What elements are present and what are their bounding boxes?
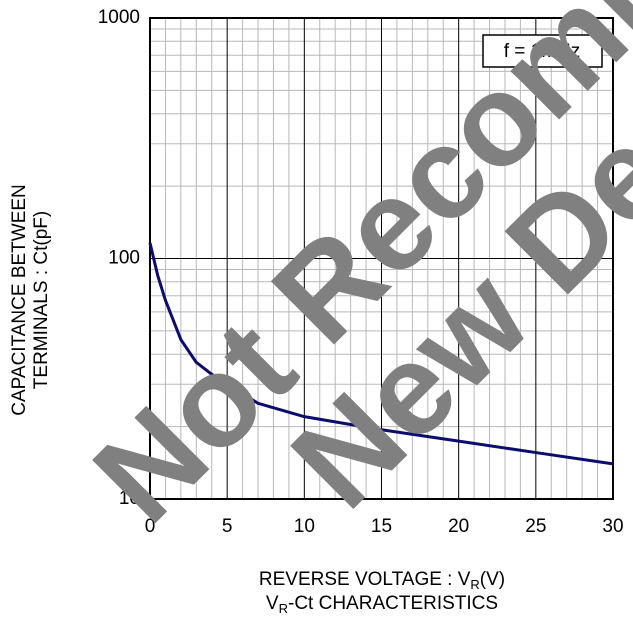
- x-axis-label-part: (V): [480, 569, 505, 590]
- y-tick-label: 10: [119, 488, 140, 509]
- chart-title: VR-Ct CHARACTERISTICS: [266, 593, 498, 616]
- x-axis-label-part: REVERSE VOLTAGE : V: [259, 569, 471, 590]
- chart-title-part: V: [266, 593, 279, 614]
- y-tick-label: 100: [108, 248, 140, 269]
- annotation: f = 1MHz: [504, 41, 581, 62]
- y-axis-label: CAPACITANCE BETWEENTERMINALS : Ct(pF): [9, 184, 52, 416]
- y-axis-label-line: CAPACITANCE BETWEEN: [9, 184, 30, 416]
- chart-title-part: -Ct CHARACTERISTICS: [288, 593, 498, 614]
- x-tick-label: 20: [448, 516, 469, 537]
- x-tick-label: 30: [602, 516, 623, 537]
- annotation-box: [482, 34, 603, 68]
- x-axis-label: REVERSE VOLTAGE : VR(V): [259, 569, 505, 592]
- x-axis-label-sub: R: [470, 577, 479, 592]
- x-tick-label: 25: [525, 516, 546, 537]
- chart-title-sub: R: [279, 601, 288, 616]
- data-line: [148, 242, 614, 466]
- x-tick-label: 15: [371, 516, 392, 537]
- x-tick-label: 10: [294, 516, 315, 537]
- x-tick-label: 5: [222, 516, 233, 537]
- x-tick-label: 0: [145, 516, 156, 537]
- y-axis-label-line: TERMINALS : Ct(pF): [31, 211, 52, 389]
- y-tick-label: 1000: [98, 7, 140, 28]
- plot-frame: [149, 17, 614, 500]
